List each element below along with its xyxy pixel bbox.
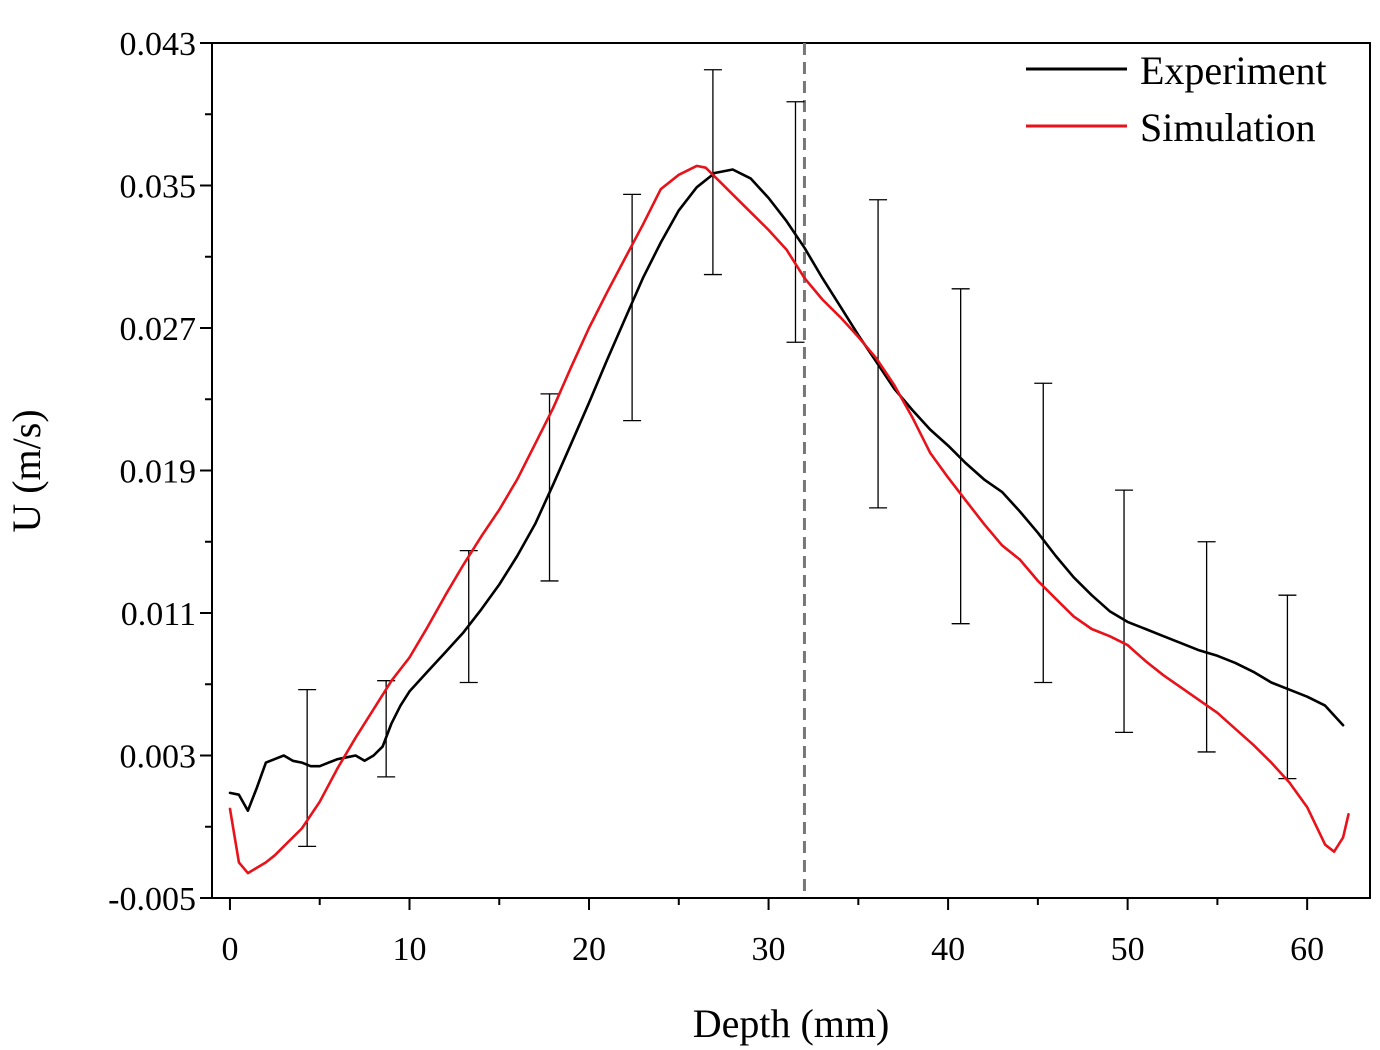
legend-label-simulation: Simulation <box>1140 105 1316 150</box>
y-tick-label-6: 0.043 <box>120 26 197 63</box>
y-tick-label-2: 0.011 <box>121 596 196 633</box>
error-bar-2 <box>459 550 478 684</box>
legend-label-experiment: Experiment <box>1140 48 1327 93</box>
series-layer <box>228 164 1350 875</box>
y-tick-label-3: 0.019 <box>120 454 197 491</box>
error-bar-9 <box>1034 382 1053 684</box>
error-bar-7 <box>869 199 888 509</box>
legend: Experiment Simulation <box>1026 48 1327 150</box>
error-bar-4 <box>623 193 642 422</box>
y-tick-label-0: -0.005 <box>108 881 196 918</box>
error-bar-5 <box>703 69 722 276</box>
error-bar-11 <box>1197 541 1216 753</box>
error-bar-1 <box>377 680 396 778</box>
error-bar-3 <box>540 393 559 582</box>
x-tick-label-5: 50 <box>1111 931 1145 968</box>
y-axis-title: U (m/s) <box>4 409 49 532</box>
series-line-simulation <box>228 164 1350 875</box>
y-tick-label-5: 0.035 <box>120 169 197 206</box>
x-tick-label-6: 60 <box>1290 931 1324 968</box>
series-line-experiment <box>228 168 1345 812</box>
x-axis-title: Depth (mm) <box>693 1001 890 1046</box>
y-axis: -0.005 0.003 0.011 0.019 0.027 0.035 0.043 <box>108 26 212 918</box>
x-tick-label-2: 20 <box>572 931 606 968</box>
y-tick-label-4: 0.027 <box>120 311 197 348</box>
x-axis: 0 10 20 30 40 50 60 <box>221 898 1324 968</box>
error-bar-10 <box>1115 489 1134 733</box>
x-tick-label-0: 0 <box>221 931 238 968</box>
y-tick-label-1: 0.003 <box>120 739 197 776</box>
x-tick-label-3: 30 <box>752 931 786 968</box>
error-bar-layer <box>298 69 1297 847</box>
error-bar-6 <box>786 101 805 343</box>
x-tick-label-1: 10 <box>392 931 426 968</box>
x-tick-label-4: 40 <box>931 931 965 968</box>
error-bar-8 <box>951 288 970 625</box>
